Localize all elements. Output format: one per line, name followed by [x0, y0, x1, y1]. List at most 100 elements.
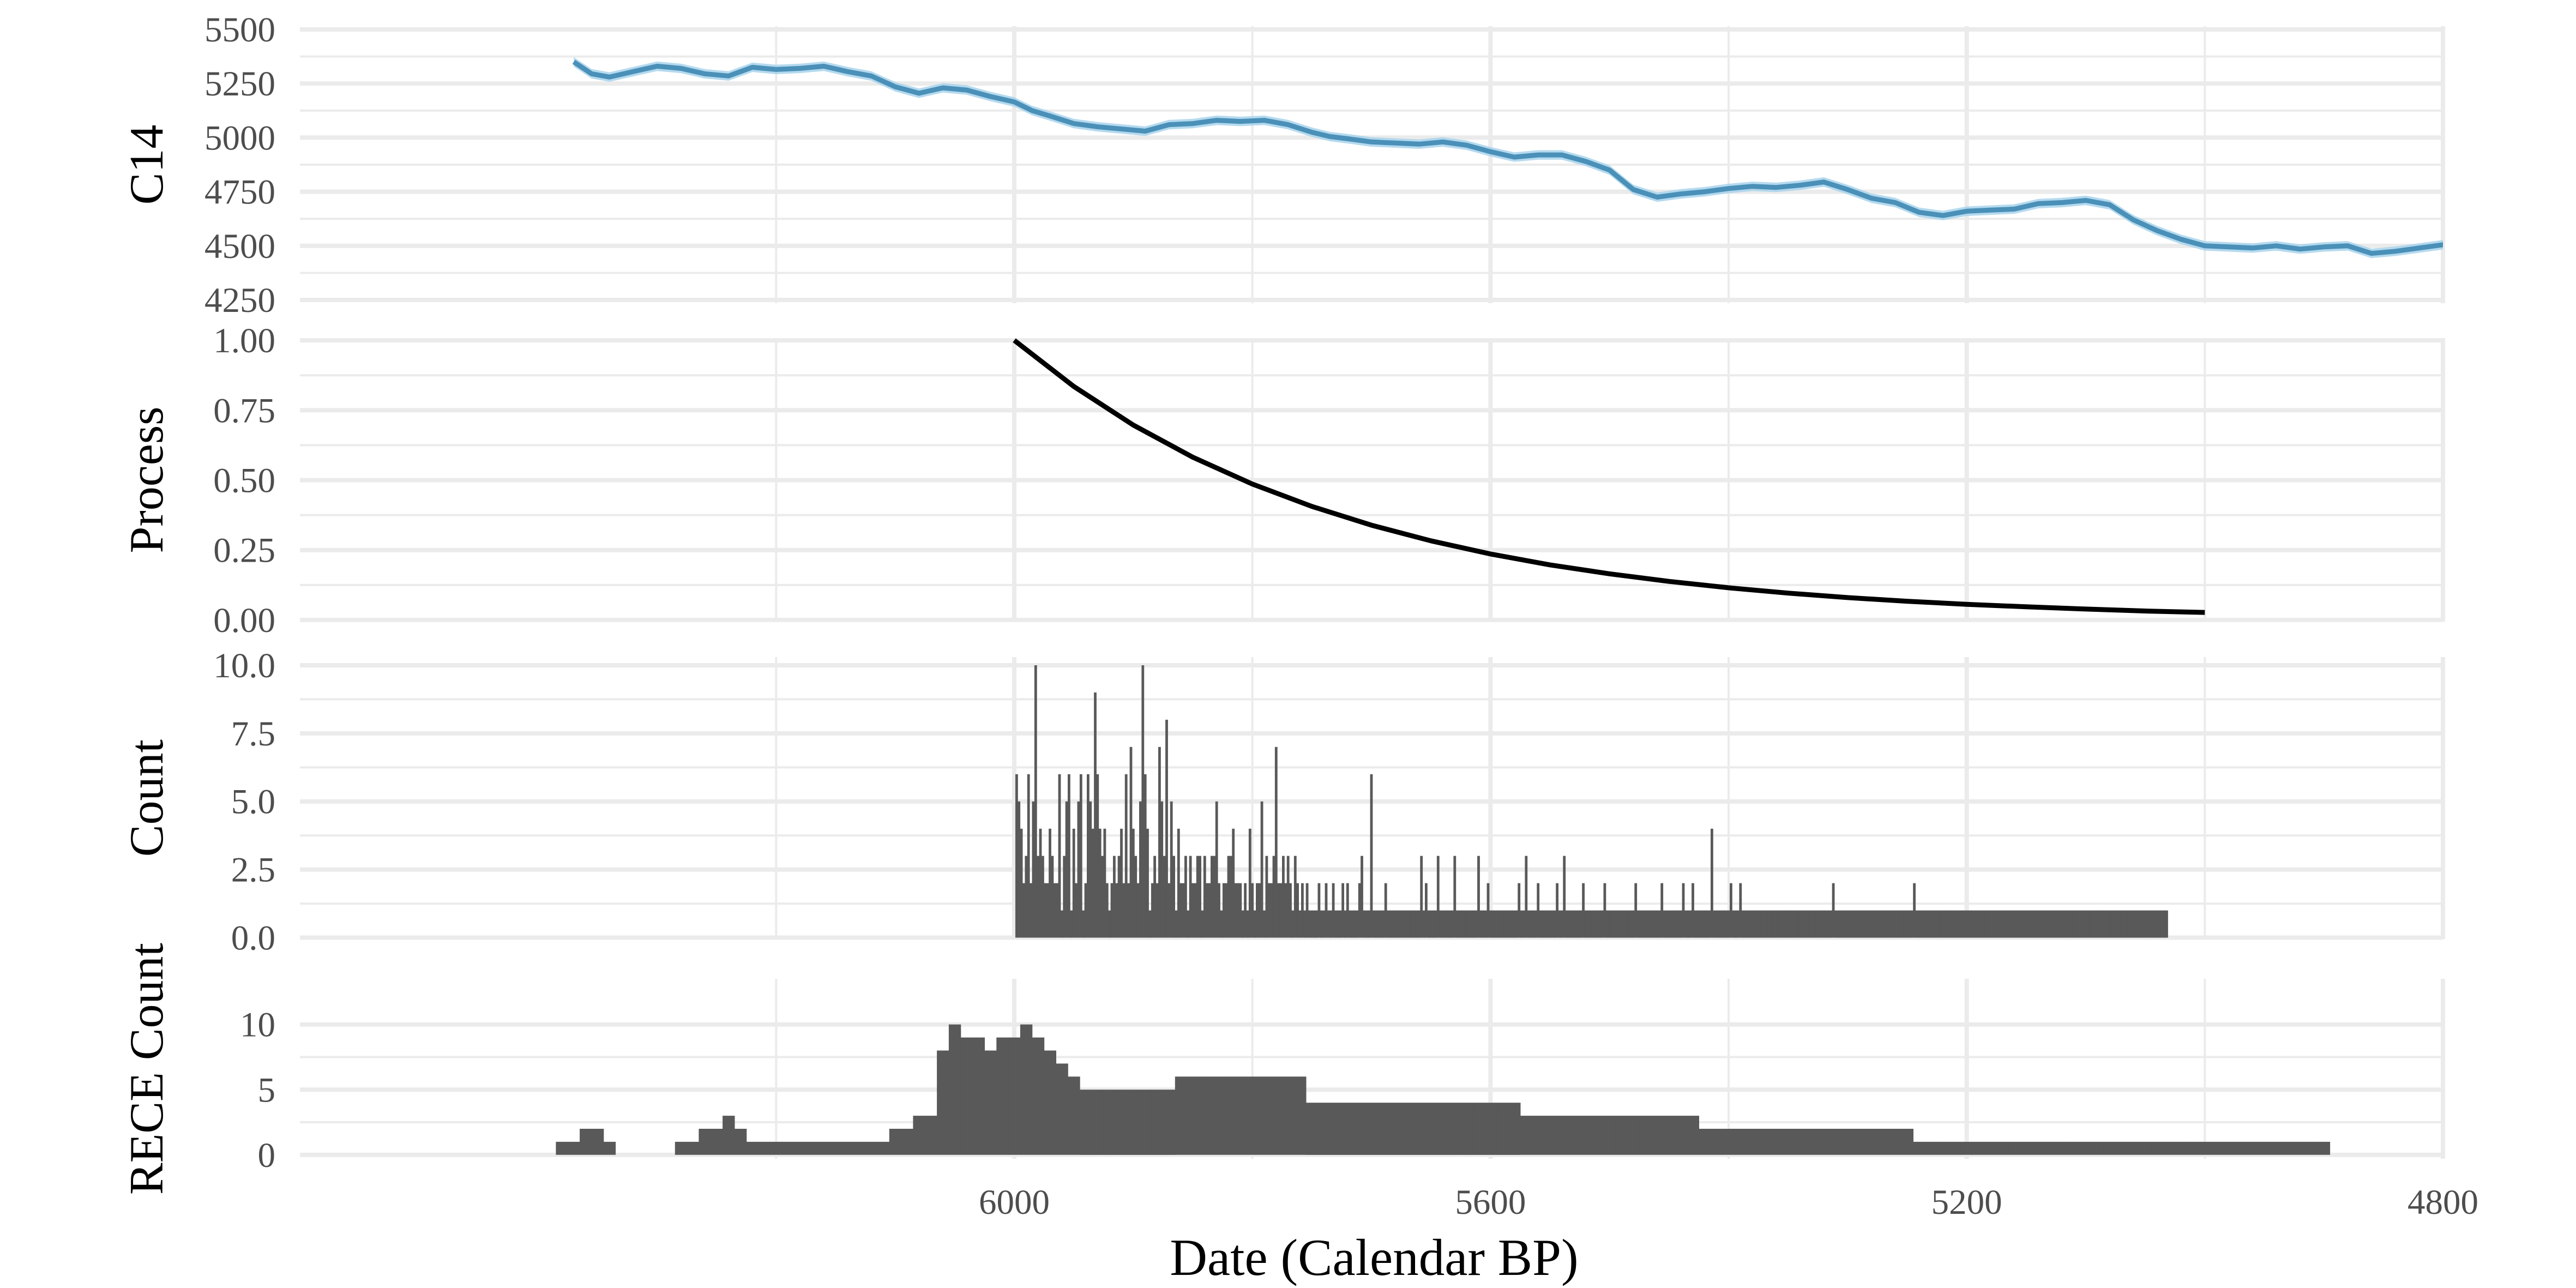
count-bar — [2070, 910, 2073, 938]
count-bar — [1444, 910, 1447, 938]
count-bar — [1610, 910, 1614, 938]
panel-marks — [1015, 665, 2168, 938]
rece-bar — [675, 1141, 688, 1155]
count-bar — [1910, 910, 1913, 938]
count-bar — [1351, 910, 1354, 938]
count-bar — [2158, 910, 2161, 938]
count-bar — [1089, 801, 1092, 938]
count-bar — [1127, 883, 1130, 938]
count-bar — [1303, 910, 1307, 938]
count-bar — [1927, 910, 1930, 938]
rece-bar — [1044, 1050, 1056, 1155]
count-bar — [1020, 828, 1023, 938]
rece-bar — [1425, 1103, 1437, 1155]
count-bar — [1377, 910, 1380, 938]
count-bar — [2148, 910, 2152, 938]
count-bar — [1182, 883, 1185, 938]
y-tick-label: 5250 — [204, 64, 275, 104]
count-bar — [1046, 883, 1049, 938]
count-bar — [2127, 910, 2130, 938]
count-bar — [1639, 910, 1642, 938]
count-bar — [1027, 774, 1030, 938]
count-bar — [1955, 910, 1959, 938]
count-bar — [1568, 910, 1570, 938]
count-bar — [1387, 910, 1389, 938]
count-bar — [1232, 828, 1235, 938]
count-bar — [2113, 910, 2116, 938]
count-bar — [2144, 910, 2147, 938]
count-bar — [1315, 910, 1318, 938]
count-bar — [1415, 910, 1418, 938]
rece-bar — [2032, 1141, 2045, 1155]
count-bar — [1256, 883, 1259, 938]
rece-bar — [1199, 1076, 1211, 1155]
count-bar — [1713, 910, 1716, 938]
count-bar — [1808, 910, 1811, 938]
count-bar — [1049, 828, 1051, 938]
count-bar — [1849, 910, 1852, 938]
count-bar — [1201, 910, 1204, 938]
rece-bar — [1080, 1090, 1092, 1155]
count-bar — [1863, 910, 1866, 938]
count-bar — [1798, 910, 1802, 938]
count-bar — [1401, 910, 1404, 938]
count-bar — [1544, 910, 1547, 938]
rece-bar — [2115, 1141, 2128, 1155]
rece-bar — [1853, 1129, 1866, 1155]
count-bar — [2163, 910, 2166, 938]
count-bar — [2156, 910, 2159, 938]
rece-bar — [2103, 1141, 2116, 1155]
count-bar — [2008, 910, 2011, 938]
count-bar — [2096, 910, 2099, 938]
count-bar — [1718, 910, 1720, 938]
count-bar — [1782, 910, 1785, 938]
count-bar — [1187, 910, 1190, 938]
count-bar — [1646, 910, 1649, 938]
rece-bar — [1960, 1141, 1973, 1155]
rece-bar — [1746, 1129, 1759, 1155]
count-bar — [1856, 910, 1859, 938]
count-bar — [1491, 910, 1495, 938]
count-bar — [1025, 856, 1028, 938]
count-bar — [1110, 883, 1114, 938]
count-bar — [1458, 910, 1461, 938]
count-bar — [1356, 910, 1359, 938]
rece-bar — [1841, 1129, 1854, 1155]
count-bar — [1725, 910, 1728, 938]
count-bar — [1091, 828, 1094, 938]
rece-bar — [1508, 1103, 1521, 1155]
count-bar — [1687, 910, 1690, 938]
count-bar — [1887, 910, 1889, 938]
rece-bar — [1008, 1037, 1021, 1155]
count-bar — [1979, 910, 1983, 938]
count-bar — [1760, 910, 1764, 938]
count-bar — [1846, 910, 1849, 938]
rece-bar — [1115, 1090, 1128, 1155]
count-bar — [1551, 910, 1554, 938]
rece-bar — [972, 1037, 985, 1155]
y-tick-label: 4500 — [204, 227, 275, 266]
count-bar — [1263, 910, 1266, 938]
count-bar — [1325, 883, 1328, 938]
count-bar — [1453, 856, 1456, 938]
count-bar — [1496, 910, 1499, 938]
c14-line — [572, 59, 2443, 256]
count-bar — [1746, 910, 1749, 938]
count-bar — [1982, 910, 1985, 938]
count-bar — [1967, 910, 1971, 938]
chart-panels: 425045004750500052505500C140.000.250.500… — [121, 10, 2445, 1195]
rece-bar — [1817, 1129, 1831, 1155]
rece-bar — [794, 1141, 806, 1155]
count-bar — [2051, 910, 2054, 938]
count-bar — [1656, 910, 1659, 938]
rece-bar — [1305, 1103, 1319, 1155]
count-bar — [1917, 910, 1921, 938]
rece-bar — [996, 1037, 1009, 1155]
count-bar — [1506, 910, 1509, 938]
count-bar — [1044, 883, 1047, 938]
count-bar — [1858, 910, 1861, 938]
count-bar — [1908, 910, 1911, 938]
rece-bar — [1711, 1129, 1723, 1155]
count-bar — [1741, 910, 1744, 938]
count-bar — [2134, 910, 2138, 938]
